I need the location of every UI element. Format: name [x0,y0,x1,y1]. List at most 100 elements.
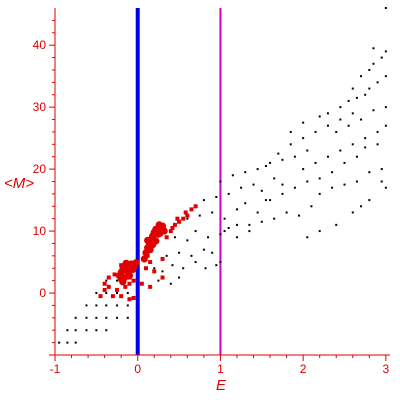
data-point [364,137,367,140]
data-point [331,171,334,174]
data-point [105,329,108,332]
data-point [190,254,193,257]
data-point [364,146,367,149]
data-point [302,121,305,124]
data-point [310,205,313,208]
data-point [170,225,175,230]
data-point [173,236,176,239]
data-point [335,223,338,226]
data-point [105,304,108,307]
data-point [157,279,160,282]
data-point [116,316,119,319]
data-point [127,297,132,302]
data-point [339,149,342,152]
data-point [215,264,218,267]
data-point [74,329,77,332]
data-point [74,341,77,344]
data-point [85,304,88,307]
data-point [384,50,387,53]
data-point [380,56,383,59]
data-point [182,267,185,270]
data-point [364,93,367,96]
data-point [302,137,305,140]
data-point [131,278,136,283]
data-point [372,109,375,112]
data-point [175,216,180,221]
x-axis-label: E [216,377,227,394]
data-point [318,230,321,233]
y-tick-label: 0 [39,286,46,300]
data-point [281,158,284,161]
data-point [160,275,165,280]
data-point [152,269,157,274]
data-point [223,230,226,233]
data-point [219,180,222,183]
data-point [126,316,129,319]
data-point [351,211,354,214]
data-point [227,192,230,195]
data-point [351,112,354,115]
data-point [227,226,230,229]
data-point [126,292,129,295]
data-point [269,199,272,202]
data-point [102,281,107,286]
x-tick-label: 2 [300,362,307,376]
data-point [171,264,174,267]
data-point [293,186,296,189]
data-point [244,202,247,205]
data-point [256,168,259,171]
data-point [223,217,226,220]
data-point [148,284,153,289]
data-point [66,329,69,332]
data-point [139,281,144,286]
data-point [95,304,98,307]
data-point [376,81,379,84]
data-point [351,143,354,146]
data-point [131,295,136,300]
data-point [273,177,276,180]
data-point [153,267,156,270]
data-point [368,171,371,174]
data-point [326,112,329,115]
data-point [204,267,207,270]
x-tick-label: -1 [50,362,61,376]
data-point [248,223,251,226]
data-point [105,316,108,319]
data-point [211,211,214,214]
data-point [244,171,247,174]
data-point [115,287,120,292]
data-point [155,221,163,229]
data-point [368,199,371,202]
data-point [123,284,128,289]
data-point [85,316,88,319]
data-point [231,174,234,177]
data-point [306,149,309,152]
data-point [168,229,173,234]
data-point [318,115,321,118]
data-point [160,227,168,235]
data-point [219,261,222,264]
data-point [355,96,358,99]
data-point [314,161,317,164]
data-point [318,177,321,180]
data-point [106,275,111,280]
data-point [202,248,205,251]
data-point [372,62,375,65]
data-point [215,195,218,198]
data-point [252,183,255,186]
data-point [143,266,148,271]
y-tick-label: 40 [33,38,47,52]
data-point [74,316,77,319]
data-point [355,180,358,183]
data-point [193,204,198,209]
y-tick-label: 30 [33,100,47,114]
data-point [360,118,363,121]
data-point [127,281,132,286]
data-point [211,251,214,254]
data-point [368,68,371,71]
data-point [58,341,61,344]
data-point [169,282,172,285]
data-point [339,106,342,109]
